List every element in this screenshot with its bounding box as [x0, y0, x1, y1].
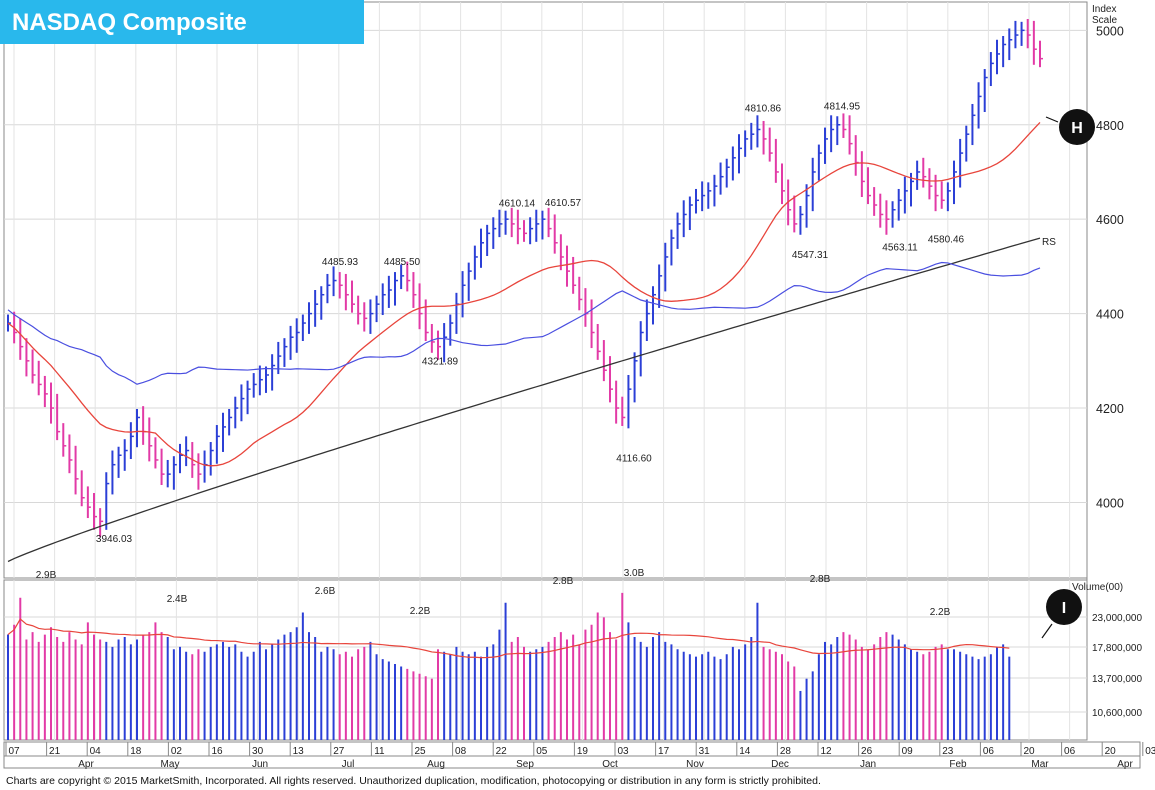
marker-h-arrow — [1045, 116, 1059, 123]
month-label: Jun — [252, 759, 268, 770]
date-tick-label: 05 — [536, 746, 548, 757]
date-tick-label: 22 — [496, 746, 508, 757]
price-annotation: 4814.95 — [824, 102, 861, 113]
price-tick-label: 4200 — [1096, 402, 1124, 416]
date-tick-label: 17 — [658, 746, 670, 757]
date-tick-label: 12 — [820, 746, 832, 757]
date-tick-label: 06 — [1064, 746, 1076, 757]
marker-h-circle — [1059, 109, 1095, 145]
month-label: Jan — [860, 759, 876, 770]
scale-label: Index — [1092, 4, 1116, 15]
price-panel-frame — [3, 1, 1088, 579]
volume-annotation: 3.0B — [624, 568, 645, 579]
chart-title: NASDAQ Composite — [0, 0, 364, 44]
price-annotation: 4563.11 — [882, 243, 918, 254]
price-tick-label: 4800 — [1096, 119, 1124, 133]
price-annotation: 4580.46 — [928, 234, 965, 245]
marker-i-label: I — [1062, 600, 1066, 617]
volume-tick-label: 23,000,000 — [1092, 613, 1142, 624]
marker-i-arrow — [1041, 623, 1053, 639]
date-tick-label: 31 — [699, 746, 711, 757]
volume-annotation: 2.8B — [810, 574, 831, 585]
date-tick-label: 20 — [1023, 746, 1035, 757]
month-label: Feb — [949, 759, 967, 770]
date-tick-label: 26 — [861, 746, 873, 757]
volume-ma-line — [7, 618, 1010, 659]
copyright-notice: Charts are copyright © 2015 MarketSmith,… — [6, 775, 821, 787]
price-tick-label: 4400 — [1096, 308, 1124, 322]
price-annotation: 3946.03 — [96, 534, 133, 545]
month-label: Nov — [686, 759, 704, 770]
volume-annotation: 2.6B — [315, 586, 336, 597]
month-label: May — [161, 759, 180, 770]
date-tick-label: 21 — [49, 746, 61, 757]
volume-annotation: 2.2B — [930, 607, 951, 618]
ma-short-line — [7, 122, 1041, 467]
month-label: Apr — [1117, 759, 1133, 770]
date-tick-label: 19 — [577, 746, 589, 757]
month-label: Oct — [602, 759, 618, 770]
volume-tick-label: 13,700,000 — [1092, 674, 1142, 685]
date-tick-label: 04 — [90, 746, 102, 757]
volume-annotation: 2.9B — [36, 570, 57, 581]
volume-annotation: 2.8B — [553, 576, 574, 587]
rs-label: RS — [1042, 237, 1056, 248]
volume-tick-label: 10,600,000 — [1092, 708, 1142, 719]
date-tick-label: 03 — [1145, 746, 1155, 757]
month-label: Mar — [1031, 759, 1049, 770]
rs-line — [7, 261, 1041, 385]
date-tick-label: 11 — [374, 746, 385, 757]
date-tick-label: 18 — [130, 746, 142, 757]
price-tick-label: 4600 — [1096, 213, 1124, 227]
date-tick-label: 09 — [902, 746, 914, 757]
volume-annotation: 2.2B — [410, 606, 431, 617]
price-tick-label: 4000 — [1096, 496, 1124, 510]
date-tick-label: 25 — [414, 746, 426, 757]
date-axis-frame — [3, 741, 1141, 769]
volume-axis-label: Volume(00) — [1072, 582, 1123, 593]
scale-label: Scale — [1092, 15, 1117, 26]
marker-i-circle — [1046, 589, 1082, 625]
month-label: Dec — [771, 759, 789, 770]
price-annotation: 4321.89 — [422, 356, 459, 367]
month-label: Jul — [342, 759, 355, 770]
price-tick-label: 5000 — [1096, 24, 1124, 38]
price-annotation: 4485.50 — [384, 257, 421, 268]
date-tick-label: 28 — [780, 746, 792, 757]
month-label: Aug — [427, 759, 445, 770]
date-tick-label: 30 — [252, 746, 264, 757]
price-annotation: 4116.60 — [616, 453, 652, 464]
marker-h-label: H — [1071, 120, 1083, 137]
price-annotation: 4610.14 — [499, 198, 536, 209]
date-tick-label: 23 — [942, 746, 954, 757]
date-tick-label: 02 — [171, 746, 183, 757]
date-tick-label: 06 — [983, 746, 995, 757]
price-annotation: 4810.86 — [745, 104, 782, 115]
price-annotation: 4610.57 — [545, 198, 582, 209]
date-tick-label: 16 — [211, 746, 223, 757]
ma-long-line — [7, 237, 1041, 563]
date-tick-label: 20 — [1105, 746, 1117, 757]
month-label: Sep — [516, 759, 534, 770]
volume-tick-label: 17,800,000 — [1092, 643, 1142, 654]
date-tick-label: 27 — [333, 746, 345, 757]
volume-annotation: 2.4B — [167, 594, 188, 605]
date-tick-label: 13 — [293, 746, 305, 757]
price-annotation: 4547.31 — [792, 250, 829, 261]
date-tick-label: 14 — [739, 746, 751, 757]
date-tick-label: 03 — [617, 746, 629, 757]
date-tick-label: 08 — [455, 746, 467, 757]
month-label: Apr — [78, 759, 94, 770]
date-tick-label: 07 — [8, 746, 20, 757]
price-annotation: 4485.93 — [322, 257, 359, 268]
